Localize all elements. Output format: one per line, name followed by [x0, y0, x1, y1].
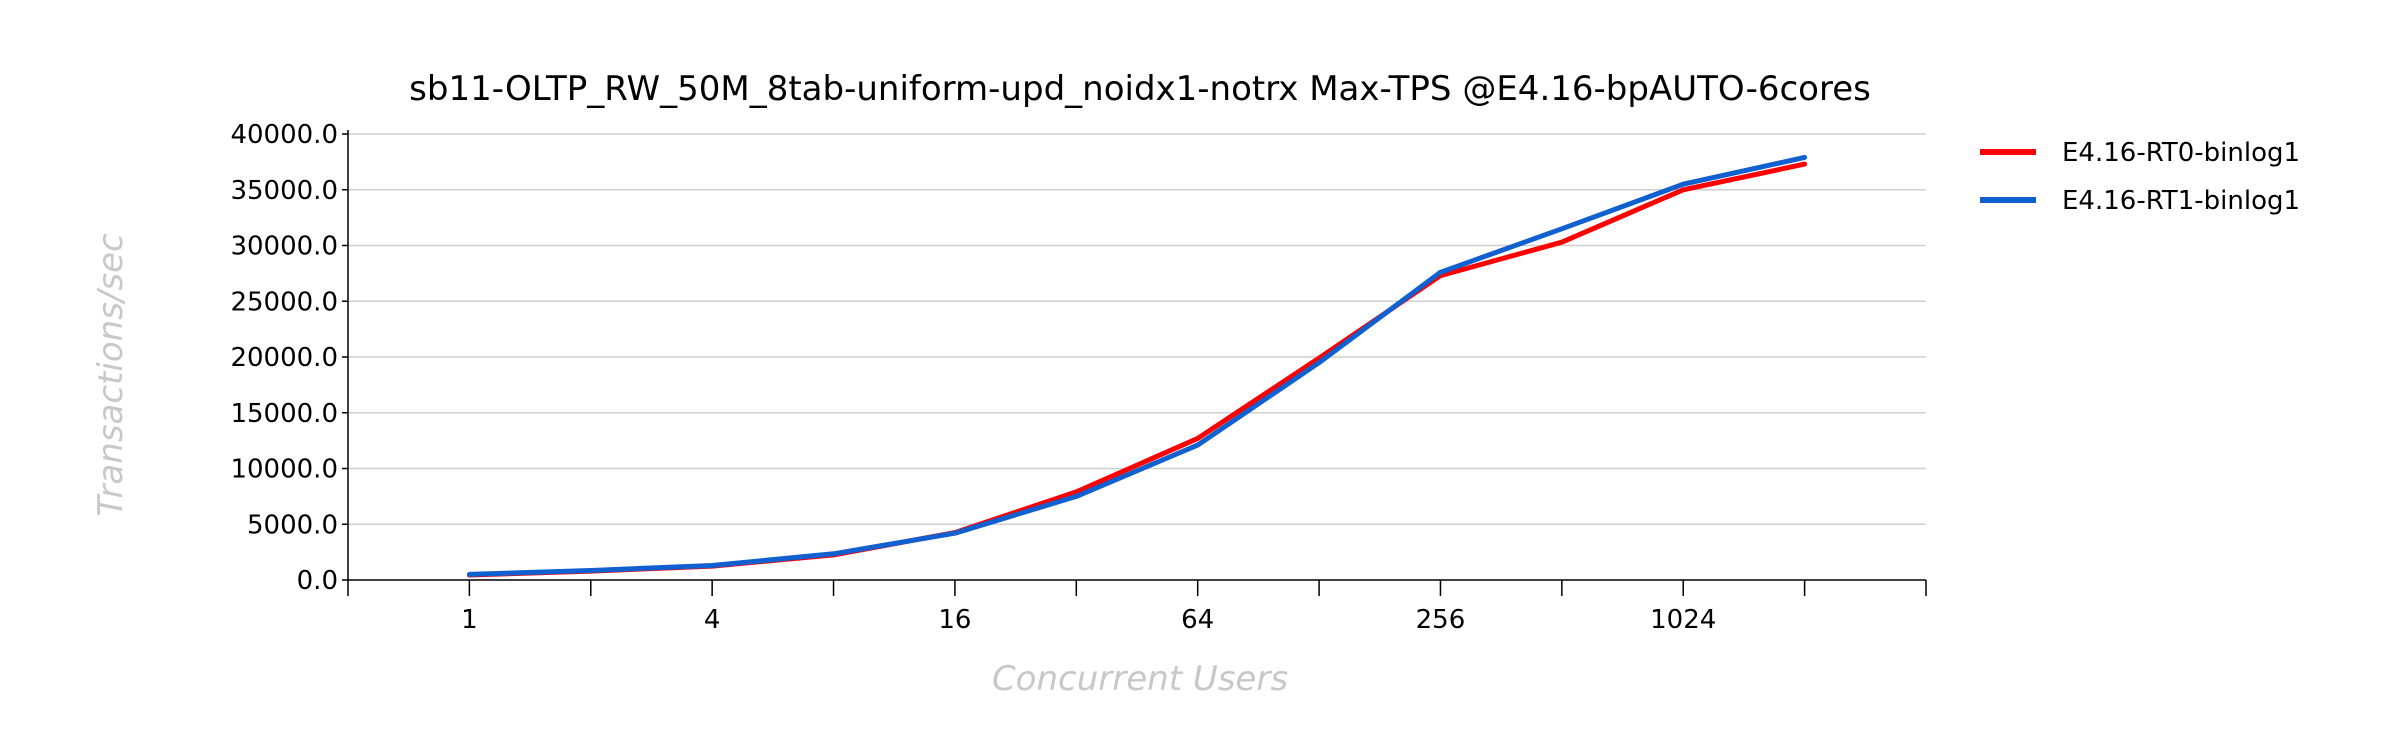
y-axis-label: Transactions/sec [91, 233, 131, 517]
legend-label-1: E4.16-RT0-binlog1 [2062, 138, 2300, 168]
legend-label-2: E4.16-RT1-binlog1 [2062, 186, 2300, 216]
y-tick-label: 0.0 [297, 566, 338, 596]
y-tick-label: 20000.0 [230, 343, 338, 373]
y-tick-label: 15000.0 [230, 399, 338, 429]
y-tick-label: 10000.0 [230, 455, 338, 485]
series-line-1 [466, 161, 1808, 578]
y-axis: 0.0 5000.0 10000.0 15000.0 20000.0 25000.0 300… [230, 120, 349, 596]
x-tick-label: 1024 [1650, 605, 1716, 635]
y-tick-label: 30000.0 [230, 232, 338, 262]
x-tick-label: 64 [1181, 605, 1214, 635]
x-axis: 1 4 16 64 256 1024 [347, 579, 1927, 635]
x-tick-label: 16 [938, 605, 971, 635]
series-group [466, 154, 1808, 578]
x-tick-label: 256 [1416, 605, 1466, 635]
y-tick-label: 35000.0 [230, 176, 338, 206]
y-tick-label: 40000.0 [230, 120, 338, 150]
x-tick-label: 4 [704, 605, 721, 635]
chart-title: sb11-OLTP_RW_50M_8tab-uniform-upd_noidx1… [409, 69, 1871, 109]
y-tick-label: 5000.0 [247, 510, 338, 540]
x-tick-label: 1 [461, 605, 478, 635]
x-axis-label: Concurrent Users [992, 659, 1288, 699]
y-tick-label: 25000.0 [230, 287, 338, 317]
series-line-2 [466, 154, 1808, 577]
legend: E4.16-RT0-binlog1 E4.16-RT1-binlog1 [1980, 138, 2300, 216]
grid [348, 133, 1926, 525]
